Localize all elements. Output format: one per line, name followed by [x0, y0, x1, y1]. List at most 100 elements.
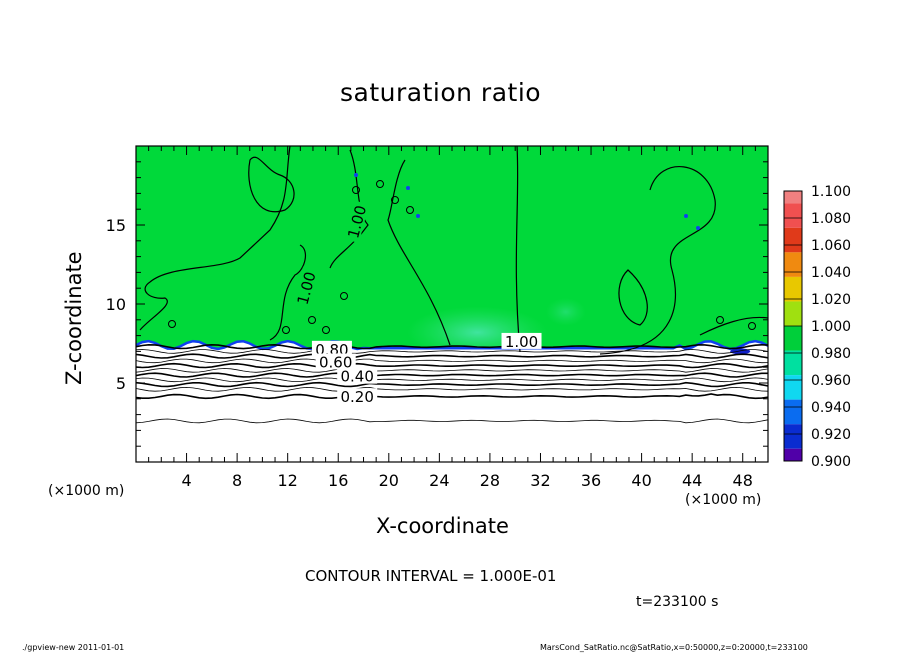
colorbar-swatch [784, 252, 802, 277]
contour-blob [391, 196, 399, 204]
blue-speck [416, 214, 420, 218]
footer-right: MarsCond_SatRatio.nc@SatRatio,x=0:50000,… [540, 643, 808, 652]
x-tick-label: 36 [581, 471, 601, 490]
colorbar-label: 1.060 [811, 238, 851, 254]
contour-blob [308, 316, 316, 324]
isoline [136, 353, 768, 359]
contour-curve [699, 316, 768, 336]
isoline [136, 368, 768, 373]
y-tick-label: 10 [106, 295, 126, 314]
y-tick-label: 5 [116, 374, 126, 393]
x-tick-label: 24 [429, 471, 449, 490]
contour-curve [387, 159, 451, 346]
colorbar-label: 1.040 [811, 265, 851, 281]
colorbar-label: 1.080 [811, 211, 851, 227]
y-tick-label: 15 [106, 216, 126, 235]
blue-speck [696, 226, 700, 230]
contour-label-bg [337, 367, 378, 384]
colorbar-swatch [784, 191, 802, 204]
contour-label: 1.00 [505, 333, 538, 351]
time-label: t=233100 s [636, 594, 719, 610]
colorbar-label: 1.000 [811, 319, 851, 335]
contour-curve [329, 149, 369, 269]
isoline [136, 377, 768, 383]
contour-curve [618, 269, 648, 326]
contour-curve [139, 146, 291, 331]
isoline [136, 358, 768, 364]
contour-curve [515, 146, 521, 353]
x-tick-label: 8 [232, 471, 242, 490]
contour-label-bg [315, 353, 356, 370]
boundary-line [136, 339, 768, 351]
colorbar-label: 0.960 [811, 373, 851, 389]
contour-blob [352, 186, 360, 194]
x-tick-label: 44 [682, 471, 702, 490]
colorbar-label: 0.980 [811, 346, 851, 362]
isoline [136, 418, 768, 424]
colorbar-swatch [784, 399, 802, 425]
contour-label: 0.40 [340, 368, 373, 386]
contour-label-bg [343, 200, 370, 243]
contour-label-bg [311, 340, 352, 357]
x-axis-label: X-coordinate [376, 514, 509, 538]
plot-area: 1.001.001.000.800.600.400.20 [136, 146, 768, 462]
colorbar-label: 0.940 [811, 400, 851, 416]
x-tick-label: 48 [733, 471, 753, 490]
contour-curve [269, 244, 307, 341]
colorbar-swatch [784, 203, 802, 228]
subsaturated-region [136, 341, 768, 462]
blue-speck [354, 173, 358, 177]
isoline [136, 362, 768, 369]
low-patch [730, 348, 751, 355]
contour-blob [340, 292, 348, 300]
y-axis-label: Z-coordinate [62, 251, 86, 385]
colorbar-swatch [784, 301, 802, 326]
colorbar-swatch [784, 276, 802, 302]
contour-blob [376, 180, 384, 188]
isoline [136, 386, 768, 392]
light-patch [545, 297, 586, 326]
isoline [136, 349, 768, 354]
x-tick-label: 40 [631, 471, 651, 490]
x-tick-label: 32 [530, 471, 550, 490]
contour-label-bg [337, 388, 378, 405]
contour-blob [716, 316, 724, 324]
x-tick-label: 16 [328, 471, 348, 490]
colorbar-swatch [784, 424, 802, 449]
contour-curve [248, 156, 295, 213]
contour-label-bg [292, 266, 319, 310]
contour-label: 0.20 [340, 388, 373, 406]
colorbar-swatch [784, 227, 802, 253]
x-unit-left: (×1000 m) [48, 483, 125, 499]
colorbar-label: 0.920 [811, 427, 851, 443]
x-unit-right: (×1000 m) [685, 492, 762, 508]
isoline [136, 381, 768, 388]
colorbar-label: 1.100 [811, 184, 851, 200]
colorbar-swatch [784, 350, 802, 376]
contour-label-bg [501, 332, 542, 349]
contour-blob [168, 320, 176, 328]
contour-interval-note: CONTOUR INTERVAL = 1.000E-01 [305, 567, 557, 585]
contour-blob [748, 322, 756, 330]
colorbar-label: 0.900 [811, 454, 851, 470]
contour-blob [322, 326, 330, 334]
contour-label: 0.60 [319, 353, 352, 371]
colorbar-label: 1.020 [811, 292, 851, 308]
x-tick-label: 12 [278, 471, 298, 490]
contour-blob [406, 206, 414, 214]
colorbar-swatch [784, 375, 802, 400]
isoline [136, 343, 768, 350]
footer-left: ./gpview-new 2011-01-01 [22, 643, 125, 652]
colorbar-swatch [784, 326, 802, 351]
x-tick-label: 28 [480, 471, 500, 490]
isoline [136, 372, 768, 378]
blue-speck [406, 186, 410, 190]
contour-curve [599, 166, 716, 355]
contour-blob [282, 326, 290, 334]
blue-speck [684, 214, 688, 218]
chart-title: saturation ratio [340, 78, 542, 107]
colorbar-swatch [784, 448, 802, 461]
x-tick-label: 4 [181, 471, 191, 490]
isoline [136, 393, 768, 400]
